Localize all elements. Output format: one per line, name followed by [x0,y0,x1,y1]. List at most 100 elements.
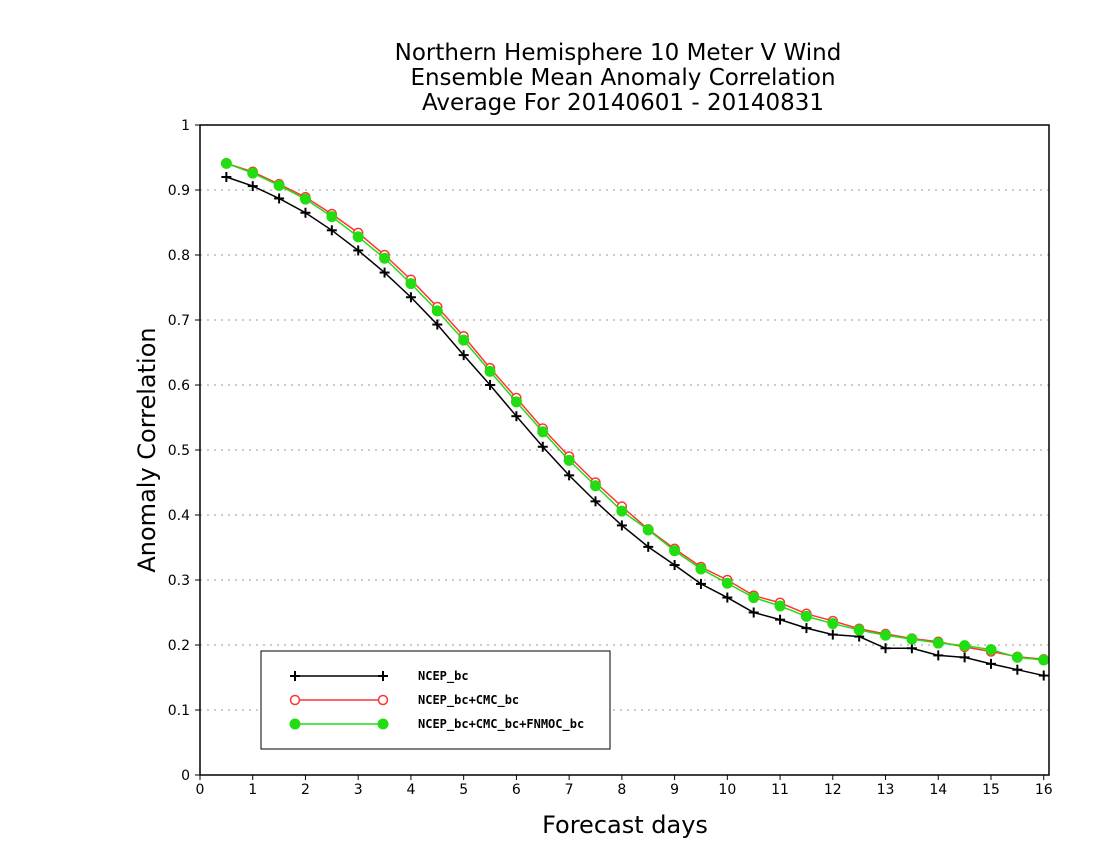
data-point [537,426,549,438]
y-tick-label: 0.9 [168,183,190,199]
data-point [563,454,575,466]
data-point [405,292,416,303]
series-layer [220,157,1050,681]
grid-lines [200,189,1049,711]
data-point [379,267,390,278]
data-point [589,480,601,492]
legend: NCEP_bc NCEP_bc+CMC_bc NCEP_bc+CMC_bc+FNMO… [260,650,611,750]
legend-label: NCEP_bc+CMC_bc+FNMOC_bc [418,717,584,732]
data-point [405,278,417,290]
data-point [590,496,601,507]
series-line [226,176,1044,677]
chart-title-line-3: Average For 20140601 - 20140831 [422,90,824,116]
x-tick-label: 5 [459,782,468,798]
data-point [985,644,997,656]
legend-marker [289,694,301,706]
data-point [510,396,522,408]
y-tick-label: 0.5 [168,443,190,459]
legend-marker [289,718,301,730]
data-point [616,505,628,517]
data-point [643,541,654,552]
data-point [695,563,707,575]
data-point [669,545,681,557]
data-point [906,633,918,645]
legend-marker [377,718,389,730]
y-tick-label: 0.3 [168,573,190,589]
legend-item-2: NCEP_bc+CMC_bc+FNMOC_bc [289,717,584,732]
data-point [985,658,996,669]
data-point [352,231,364,243]
data-point [695,578,706,589]
y-tick-label: 0 [181,768,190,784]
data-point [932,637,944,649]
data-point [300,207,311,218]
data-point [537,441,548,452]
data-point [722,592,733,603]
data-point [220,157,232,169]
series-1 [221,158,1049,665]
x-tick-label: 6 [512,782,521,798]
data-point [299,193,311,205]
legend-marker [290,671,300,681]
series-line [226,162,1044,661]
x-tick-label: 9 [670,782,679,798]
data-point [774,600,786,612]
data-point [800,610,812,622]
legend-item-0: NCEP_bc [290,669,469,684]
data-point [353,245,364,256]
chart-title-line-1: Northern Hemisphere 10 Meter V Wind [395,40,842,66]
y-tick-label: 0.1 [168,703,190,719]
series-line [226,162,1044,661]
x-axis-label: Forecast days [542,811,708,839]
x-tick-label: 8 [617,782,626,798]
data-point [669,560,680,571]
x-tick-label: 13 [877,782,895,798]
x-tick-label: 4 [406,782,415,798]
data-point [748,607,759,618]
data-point [484,365,496,377]
data-point [880,629,892,641]
y-tick-label: 0.8 [168,248,190,264]
x-axis-ticks: 0 1 2 3 4 5 6 7 8 9 10 11 12 13 14 15 16 [196,775,1053,798]
x-tick-label: 2 [301,782,310,798]
data-point [326,211,338,223]
data-point [221,172,232,182]
y-axis-ticks: 0 0.1 0.2 0.3 0.4 0.5 0.6 0.7 0.8 0.9 1 [168,118,200,784]
data-point [801,623,812,634]
data-point [959,652,970,663]
series-0 [221,172,1049,681]
x-tick-label: 16 [1035,782,1053,798]
data-point [274,193,285,204]
x-tick-label: 15 [982,782,1000,798]
x-tick-label: 14 [929,782,947,798]
x-tick-label: 1 [248,782,257,798]
data-point [379,252,391,264]
legend-label: NCEP_bc [418,669,469,684]
legend-marker [377,694,389,706]
x-tick-label: 7 [565,782,574,798]
legend-marker [378,671,388,681]
data-point [853,624,865,636]
y-tick-label: 0.6 [168,378,190,394]
data-point [721,577,733,589]
data-point [616,520,627,531]
data-point [1038,654,1050,666]
y-tick-label: 1 [181,118,190,134]
x-tick-label: 11 [771,782,789,798]
data-point [326,225,337,236]
data-point [273,179,285,191]
data-point [642,524,654,536]
data-point [827,629,838,640]
y-tick-label: 0.2 [168,638,190,654]
data-point [1012,664,1023,675]
x-tick-label: 3 [354,782,363,798]
data-point [458,350,469,361]
y-axis-label: Anomaly Correlation [133,327,161,572]
data-point [432,319,443,330]
data-point [458,334,470,346]
y-tick-label: 0.7 [168,313,190,329]
data-point [933,650,944,661]
legend-label: NCEP_bc+CMC_bc [418,693,519,708]
data-point [880,643,891,654]
